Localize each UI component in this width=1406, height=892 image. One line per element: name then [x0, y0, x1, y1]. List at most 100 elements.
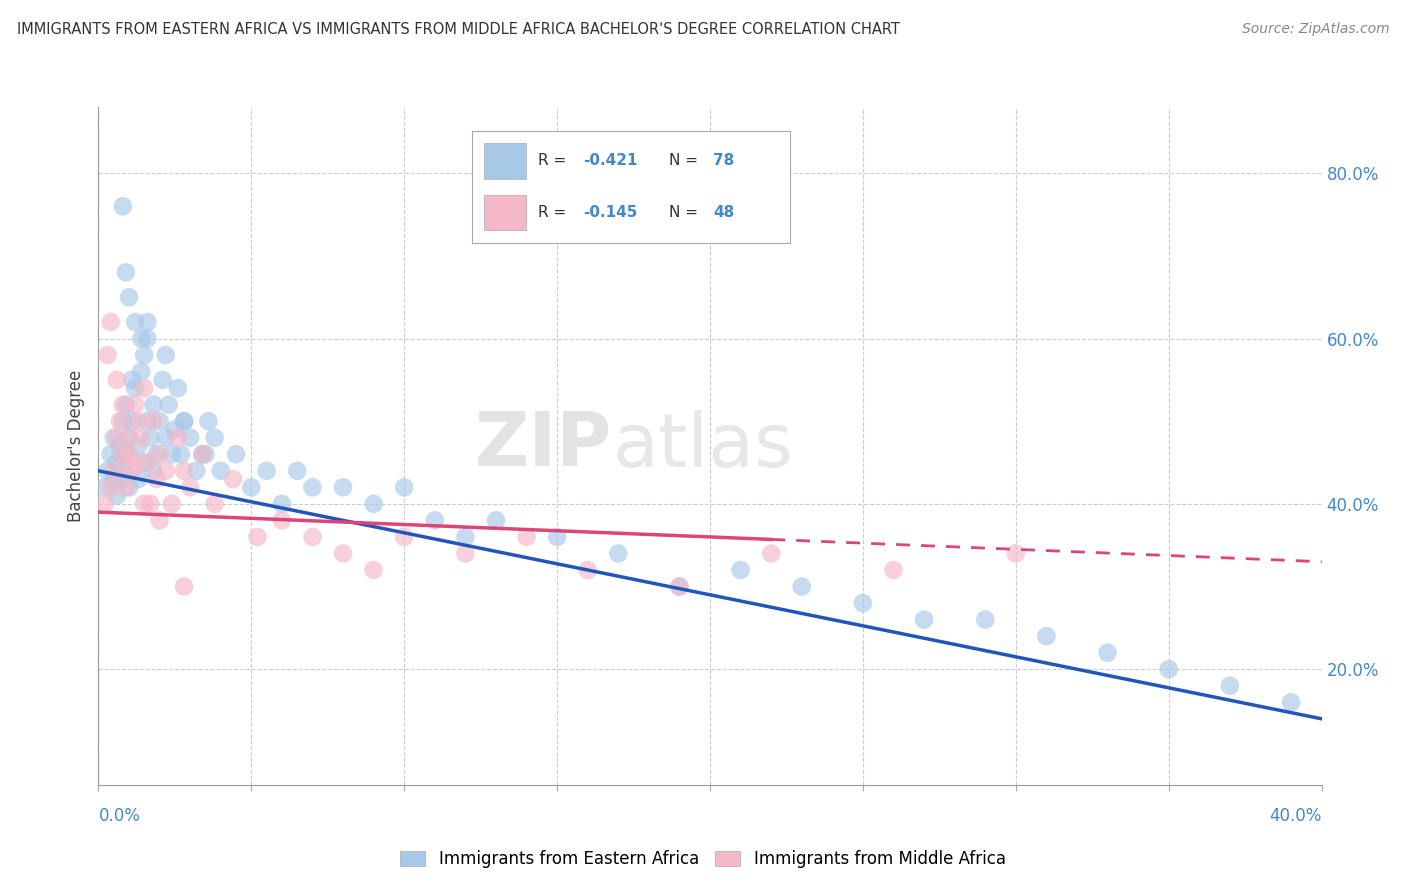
Point — [118, 290, 141, 304]
Point — [155, 348, 177, 362]
Point — [115, 447, 138, 461]
Point — [668, 580, 690, 594]
Point — [149, 414, 172, 428]
Point — [194, 447, 217, 461]
Point — [155, 464, 177, 478]
Legend: Immigrants from Eastern Africa, Immigrants from Middle Africa: Immigrants from Eastern Africa, Immigran… — [394, 844, 1012, 875]
Point — [108, 472, 131, 486]
Point — [121, 373, 143, 387]
Point — [204, 431, 226, 445]
Point — [301, 480, 323, 494]
Point — [111, 447, 134, 461]
Point — [111, 398, 134, 412]
Point — [160, 447, 183, 461]
Point — [730, 563, 752, 577]
Text: 40.0%: 40.0% — [1270, 807, 1322, 825]
Point — [163, 422, 186, 436]
Point — [124, 456, 146, 470]
Point — [759, 546, 782, 560]
Point — [160, 497, 183, 511]
Point — [93, 497, 115, 511]
Point — [363, 563, 385, 577]
Point — [332, 546, 354, 560]
Point — [111, 414, 134, 428]
Point — [124, 398, 146, 412]
Text: Source: ZipAtlas.com: Source: ZipAtlas.com — [1241, 22, 1389, 37]
Y-axis label: Bachelor's Degree: Bachelor's Degree — [66, 370, 84, 522]
Point — [170, 447, 193, 461]
Point — [136, 315, 159, 329]
Point — [134, 497, 156, 511]
Point — [852, 596, 875, 610]
Point — [121, 414, 143, 428]
Point — [173, 580, 195, 594]
Point — [103, 464, 125, 478]
Point — [118, 447, 141, 461]
Point — [134, 348, 156, 362]
Point — [97, 348, 120, 362]
Point — [115, 480, 138, 494]
Point — [155, 431, 177, 445]
Text: 0.0%: 0.0% — [98, 807, 141, 825]
Point — [129, 332, 152, 346]
Point — [173, 414, 195, 428]
Text: atlas: atlas — [612, 409, 793, 483]
Point — [546, 530, 568, 544]
Point — [191, 447, 214, 461]
Point — [105, 373, 128, 387]
Point — [912, 613, 935, 627]
Point — [142, 414, 165, 428]
Point — [124, 381, 146, 395]
Point — [93, 480, 115, 494]
Point — [127, 439, 149, 453]
Point — [100, 480, 122, 494]
Point — [142, 464, 165, 478]
Point — [103, 431, 125, 445]
Point — [136, 414, 159, 428]
Point — [516, 530, 538, 544]
Point — [883, 563, 905, 577]
Point — [118, 431, 141, 445]
Point — [145, 447, 167, 461]
Point — [100, 447, 122, 461]
Point — [129, 365, 152, 379]
Text: IMMIGRANTS FROM EASTERN AFRICA VS IMMIGRANTS FROM MIDDLE AFRICA BACHELOR'S DEGRE: IMMIGRANTS FROM EASTERN AFRICA VS IMMIGR… — [17, 22, 900, 37]
Point — [246, 530, 269, 544]
Point — [149, 513, 172, 527]
Point — [115, 398, 138, 412]
Point — [100, 315, 122, 329]
Point — [270, 497, 292, 511]
Point — [790, 580, 813, 594]
Point — [157, 398, 180, 412]
Point — [134, 381, 156, 395]
Point — [301, 530, 323, 544]
Point — [136, 456, 159, 470]
Point — [152, 373, 174, 387]
Point — [186, 464, 208, 478]
Point — [111, 464, 134, 478]
Point — [173, 464, 195, 478]
Point — [1004, 546, 1026, 560]
Point — [142, 398, 165, 412]
Point — [392, 480, 416, 494]
Point — [121, 464, 143, 478]
Point — [240, 480, 263, 494]
Point — [173, 414, 195, 428]
Text: ZIP: ZIP — [475, 409, 612, 483]
Point — [115, 265, 138, 279]
Point — [1097, 646, 1119, 660]
Point — [270, 513, 292, 527]
Point — [108, 414, 131, 428]
Point — [127, 472, 149, 486]
Point — [454, 546, 477, 560]
Point — [118, 480, 141, 494]
Point — [607, 546, 630, 560]
Point — [111, 199, 134, 213]
Point — [1035, 629, 1057, 643]
Point — [209, 464, 232, 478]
Point — [105, 456, 128, 470]
Point — [332, 480, 354, 494]
Point — [179, 431, 201, 445]
Point — [485, 513, 508, 527]
Point — [105, 489, 128, 503]
